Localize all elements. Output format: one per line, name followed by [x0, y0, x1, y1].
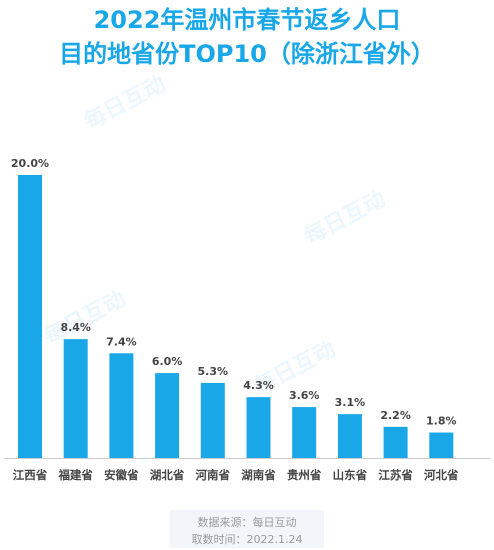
- category-label: 山东省: [333, 468, 368, 482]
- category-label: 湖北省: [150, 468, 185, 482]
- bar: [200, 383, 225, 458]
- category-label: 河南省: [196, 468, 231, 482]
- bar: [155, 373, 180, 458]
- data-source: 数据来源：每日互动: [197, 516, 297, 529]
- bar: [429, 432, 454, 458]
- data-label: 20.0%: [11, 157, 49, 170]
- data-label: 7.4%: [106, 335, 137, 348]
- data-label: 3.1%: [335, 396, 366, 409]
- chart-subtitle: 目的地省份TOP10（除浙江省外）: [59, 40, 435, 68]
- bar: [246, 397, 271, 458]
- data-label: 2.2%: [380, 409, 411, 422]
- category-label: 贵州省: [287, 468, 322, 482]
- category-label: 福建省: [57, 468, 93, 482]
- category-label: 安徽省: [104, 468, 139, 482]
- bar: [109, 353, 134, 458]
- bar: [18, 175, 42, 458]
- bar: [292, 407, 317, 458]
- chart-title: 2022年温州市春节返乡人口: [93, 6, 401, 34]
- data-label: 1.8%: [426, 415, 457, 428]
- data-label: 3.6%: [289, 389, 320, 402]
- category-label: 河北省: [424, 468, 459, 482]
- data-label: 4.3%: [243, 379, 274, 392]
- source-box: [170, 510, 324, 548]
- category-label: 湖南省: [241, 468, 276, 482]
- bar: [63, 339, 88, 458]
- category-label: 江苏省: [378, 468, 413, 482]
- data-date: 取数时间：2022.1.24: [191, 533, 303, 546]
- category-label: 江西省: [13, 468, 48, 482]
- data-label: 5.3%: [198, 365, 229, 378]
- data-label: 6.0%: [152, 355, 183, 368]
- bar: [383, 426, 408, 458]
- data-label: 8.4%: [60, 321, 91, 334]
- bar: [337, 414, 362, 458]
- bar-chart: 20.0% 江西省 8.4% 福建省 7.4% 安徽省 6.0% 湖北省 5.3% 河南省 4.3%…: [4, 157, 490, 482]
